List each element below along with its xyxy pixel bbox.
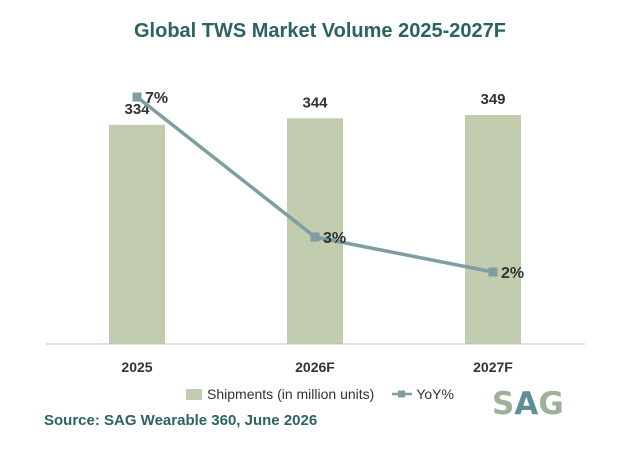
logo-letter-g: G <box>538 386 564 422</box>
bar-value-label: 344 <box>302 94 328 111</box>
sag-logo: SAG <box>492 386 564 422</box>
logo-letter-s: S <box>492 386 515 422</box>
legend-bar-swatch <box>186 388 203 400</box>
yoy-value-label: 3% <box>323 230 346 247</box>
yoy-value-label: 2% <box>501 265 524 282</box>
logo-letter-a: A <box>514 386 539 422</box>
x-tick-label: 2027F <box>473 359 513 375</box>
yoy-marker <box>488 267 498 277</box>
yoy-marker <box>132 92 142 102</box>
legend-item-yoy: YoY% <box>392 386 454 402</box>
x-tick-label: 2025 <box>121 359 152 375</box>
chart-legend: Shipments (in million units) YoY% <box>0 384 640 404</box>
legend-label-shipments: Shipments (in million units) <box>207 386 375 402</box>
legend-line-marker <box>392 390 413 398</box>
legend-item-shipments: Shipments (in million units) <box>186 386 374 402</box>
yoy-marker <box>310 232 320 242</box>
x-tick-label: 2026F <box>295 359 335 375</box>
chart-title: Global TWS Market Volume 2025-2027F <box>134 20 506 42</box>
yoy-value-label: 7% <box>145 90 168 107</box>
legend-label-yoy: YoY% <box>416 386 454 402</box>
bar-value-label: 334 <box>124 101 150 118</box>
bar-2025 <box>109 124 165 344</box>
bar-2026f <box>287 118 343 345</box>
source-note: Source: SAG Wearable 360, June 2026 <box>44 412 318 429</box>
bar-2027f <box>465 115 521 344</box>
bar-value-label: 349 <box>480 91 505 108</box>
